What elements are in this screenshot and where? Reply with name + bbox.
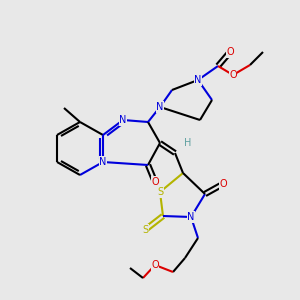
Text: O: O: [151, 260, 159, 270]
Text: O: O: [151, 177, 159, 187]
Text: O: O: [219, 179, 227, 189]
Text: S: S: [157, 187, 163, 197]
Text: N: N: [119, 115, 127, 125]
Text: O: O: [226, 47, 234, 57]
Text: H: H: [184, 138, 192, 148]
Text: S: S: [142, 225, 148, 235]
Text: O: O: [229, 70, 237, 80]
Text: N: N: [99, 157, 107, 167]
Text: N: N: [156, 102, 164, 112]
Text: N: N: [194, 75, 202, 85]
Text: N: N: [187, 212, 195, 222]
